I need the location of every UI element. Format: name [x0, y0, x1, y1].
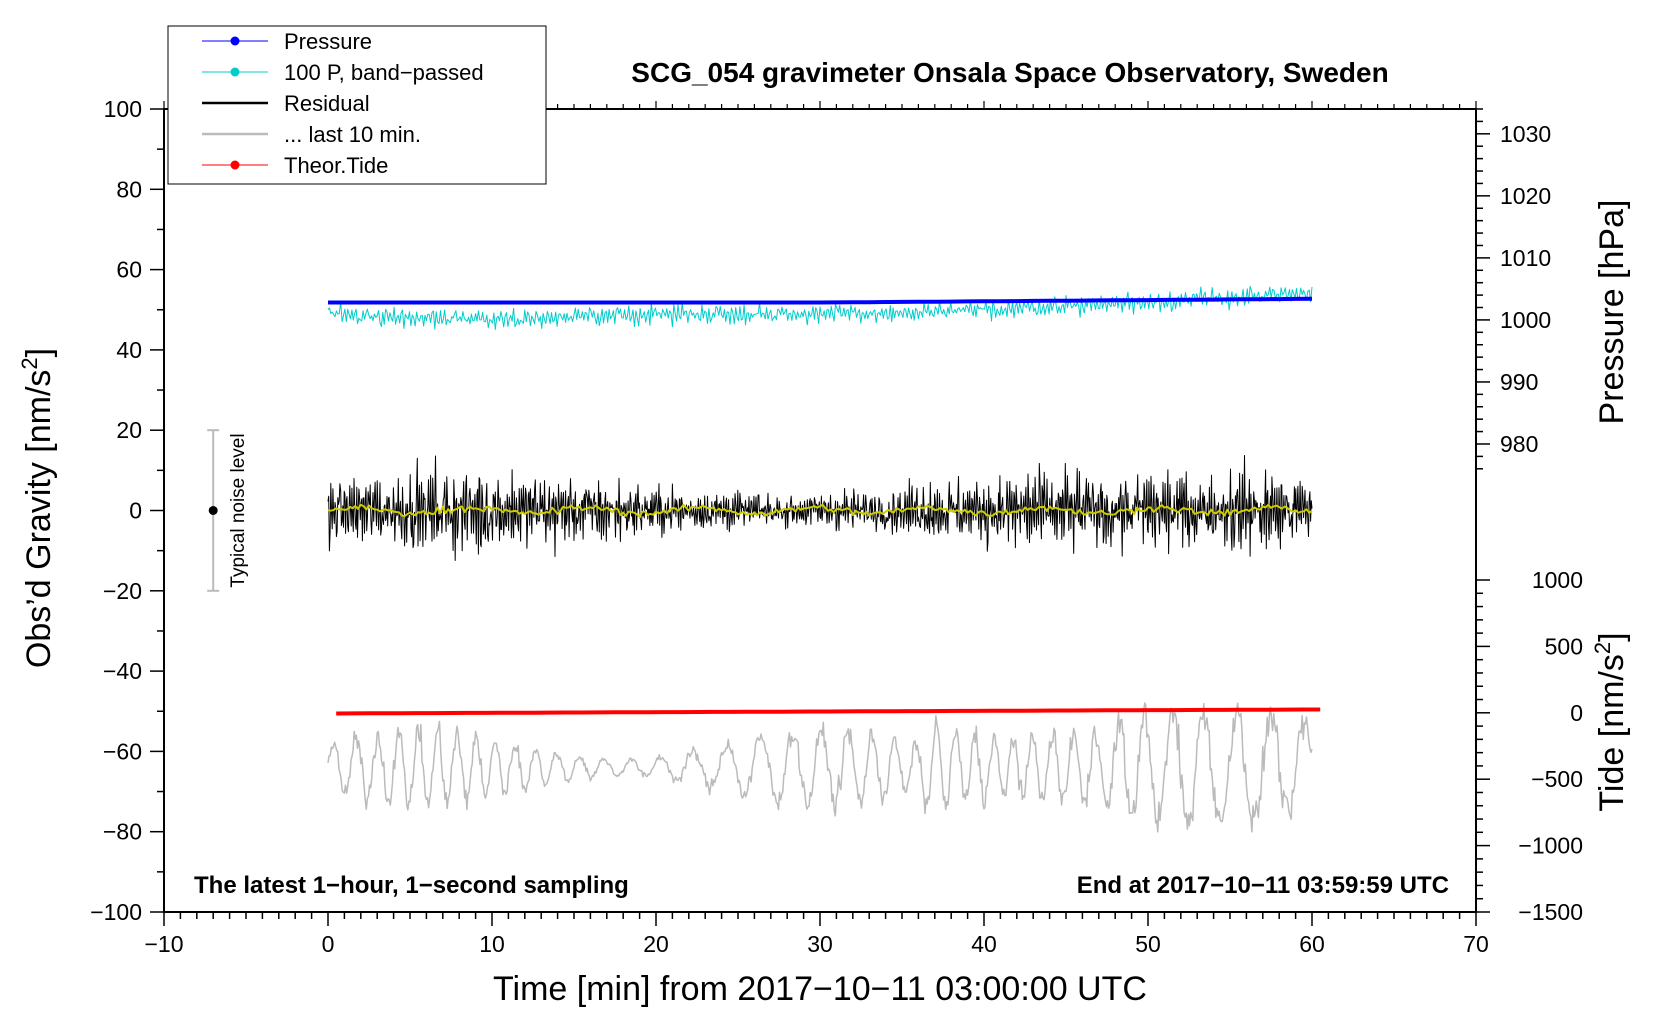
noise-level-dot: [208, 506, 218, 515]
theoretical-tide-line: [336, 707, 1321, 716]
gravity-axis-label-main: Obs’d Gravity [nm/s: [20, 370, 58, 669]
gravity-axis-label-sup: 2: [17, 357, 42, 369]
x-tick-label: 40: [971, 931, 997, 957]
legend-entry: Theor.Tide: [202, 153, 388, 178]
gravity-axis-label: Obs’d Gravity [nm/s2]: [17, 348, 58, 668]
pressure-tick-label: 1010: [1500, 245, 1551, 271]
gravity-tick-label: 40: [116, 337, 142, 363]
legend-entry: Pressure: [202, 29, 372, 54]
residual-line: [327, 455, 1313, 561]
x-tick-label: 0: [322, 931, 335, 957]
tide-tick-label: 500: [1545, 633, 1583, 659]
tide-axis-label: Tide [nm/s2]: [1590, 632, 1631, 811]
series-layer: [327, 285, 1321, 833]
gravity-tick-label: −60: [103, 738, 142, 764]
gravity-tick-label: 80: [116, 176, 142, 202]
x-tick-label: 60: [1299, 931, 1325, 957]
gravity-tick-label: 100: [104, 96, 142, 122]
legend-entry: ... last 10 min.: [202, 122, 421, 147]
x-axis-label: Time [min] from 2017−10−11 03:00:00 UTC: [493, 970, 1147, 1008]
gravity-axis: −100 −80 −60 −40 −20 0 20 40 60 80 100: [90, 96, 164, 925]
tide-axis: −1500 −1000 −500 0 500 1000: [1476, 567, 1583, 925]
tide-tick-label: 0: [1570, 700, 1583, 726]
end-time-note: End at 2017−10−11 03:59:59 UTC: [1077, 872, 1449, 899]
tide-tick-label: 1000: [1532, 567, 1583, 593]
legend-entry: 100 P, band−passed: [202, 60, 484, 85]
gravity-tick-label: −100: [90, 899, 142, 925]
tide-tick-label: −500: [1531, 766, 1583, 792]
gravity-tick-label: 20: [116, 417, 142, 443]
pressure-line: [328, 296, 1313, 305]
x-tick-label: 20: [643, 931, 669, 957]
gravity-tick-label: −20: [103, 578, 142, 604]
tide-axis-label-end: ]: [1593, 632, 1631, 641]
pressure-tick-label: 980: [1500, 431, 1538, 457]
x-tick-label: 70: [1463, 931, 1489, 957]
noise-level-label: Typical noise level: [228, 433, 249, 587]
legend-label: 100 P, band−passed: [284, 60, 484, 85]
sampling-note: The latest 1−hour, 1−second sampling: [194, 872, 629, 899]
gravity-tick-label: −80: [103, 819, 142, 845]
legend-swatch-marker: [230, 67, 240, 77]
x-tick-label: 10: [479, 931, 505, 957]
pressure-tick-label: 990: [1500, 369, 1538, 395]
legend-label: Pressure: [284, 29, 372, 54]
last-10-min-line: [327, 702, 1313, 833]
legend-swatch-marker: [230, 160, 240, 170]
bandpassed-pressure-line: [327, 285, 1313, 330]
noise-level-indicator: Typical noise level: [207, 429, 249, 592]
legend-entries: Pressure 100 P, band−passed Residual ... la…: [202, 29, 484, 178]
tide-tick-label: −1000: [1518, 833, 1583, 859]
x-tick-label: 30: [807, 931, 833, 957]
gravity-axis-label-end: ]: [20, 348, 58, 357]
x-tick-label: 50: [1135, 931, 1161, 957]
pressure-axis: 980 990 1000 1010 1020 1030: [1476, 108, 1551, 470]
pressure-tick-label: 1020: [1500, 183, 1551, 209]
legend-label: Theor.Tide: [284, 153, 388, 178]
legend: Pressure 100 P, band−passed Residual ... la…: [167, 25, 547, 185]
tide-axis-label-main: Tide [nm/s: [1593, 654, 1631, 811]
legend-box: [167, 25, 547, 185]
gravity-tick-label: −40: [103, 658, 142, 684]
pressure-tick-label: 1000: [1500, 307, 1551, 333]
legend-swatch-marker: [230, 36, 240, 46]
x-tick-label: −10: [144, 931, 183, 957]
tide-axis-label-sup: 2: [1590, 642, 1615, 654]
legend-entry: Residual: [202, 91, 370, 116]
legend-label: Residual: [284, 91, 370, 116]
pressure-axis-label: Pressure [hPa]: [1593, 200, 1631, 425]
chart-title: SCG_054 gravimeter Onsala Space Observat…: [631, 57, 1388, 88]
pressure-tick-label: 1030: [1500, 121, 1551, 147]
gravity-tick-label: 0: [129, 498, 142, 524]
tide-tick-label: −1500: [1518, 899, 1583, 925]
gravity-tick-label: 60: [116, 257, 142, 283]
legend-label: ... last 10 min.: [284, 122, 421, 147]
residual-smoothed-line: [327, 503, 1313, 518]
